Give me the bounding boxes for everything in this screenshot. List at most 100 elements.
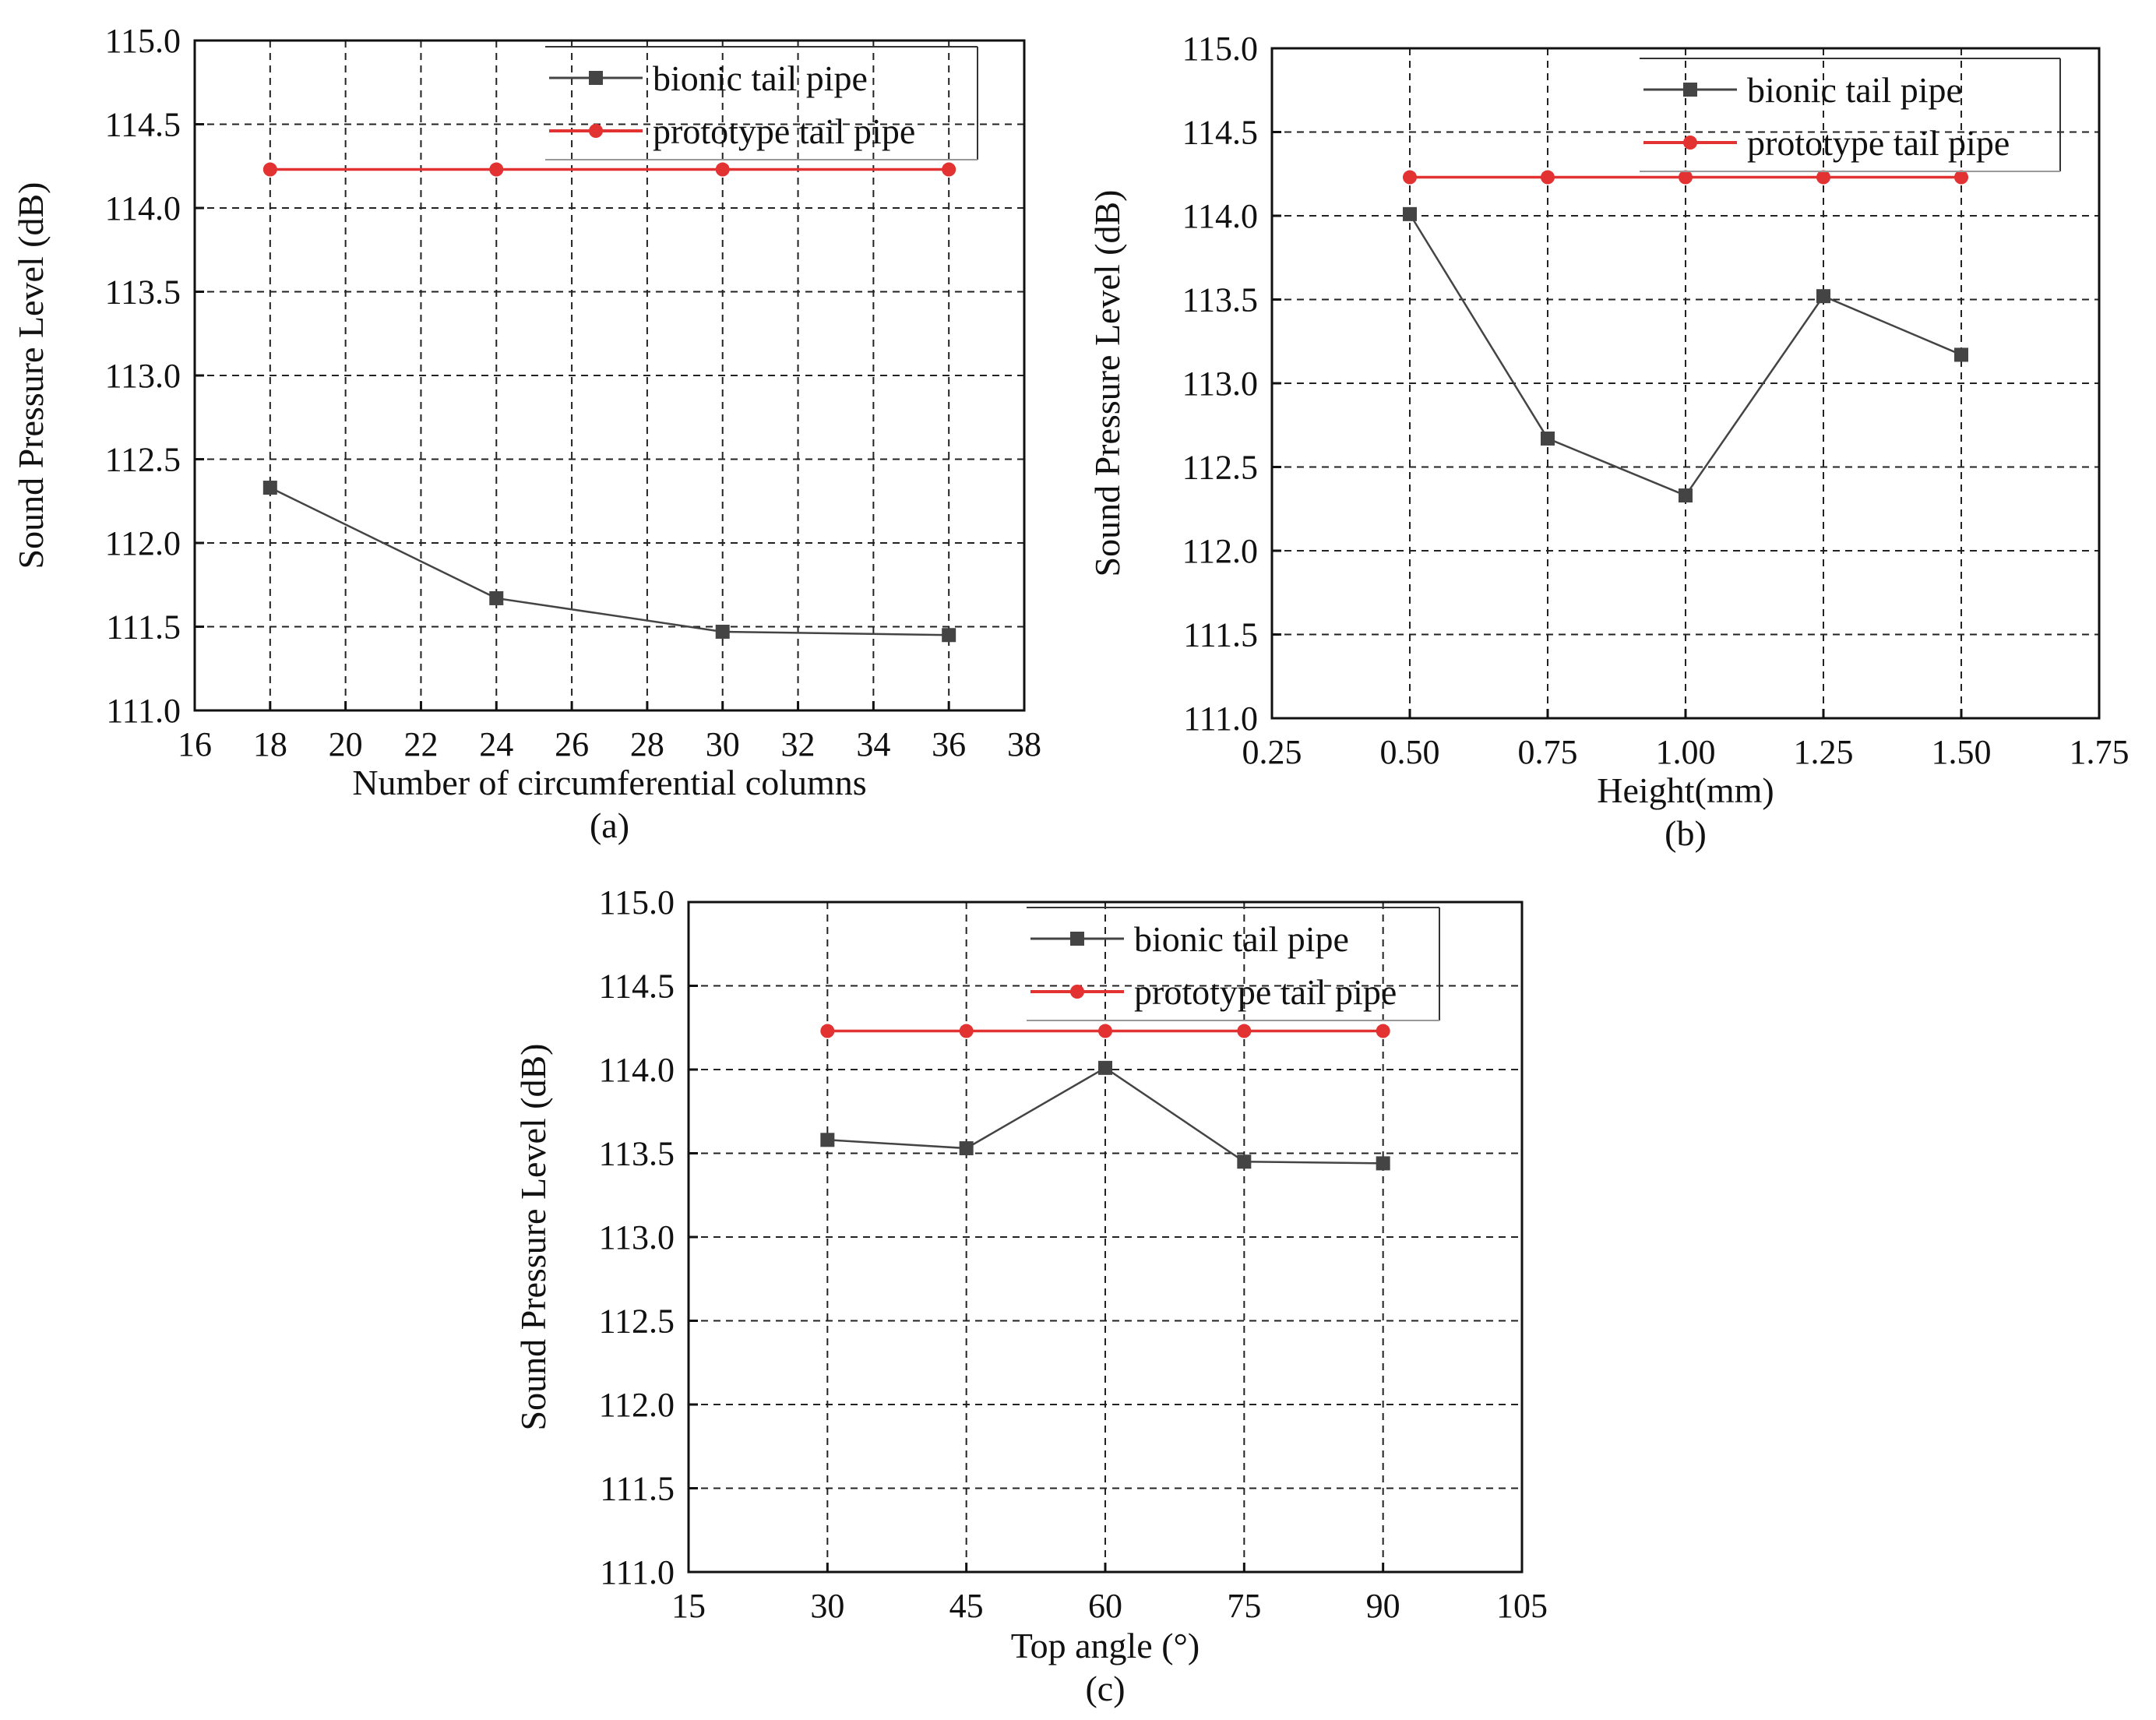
x-tick-label: 16 (178, 725, 212, 763)
data-point-prototype (1237, 1024, 1252, 1038)
y-tick-label: 113.0 (105, 357, 181, 395)
legend-label: prototype tail pipe (1134, 972, 1397, 1012)
panel-label: (b) (1665, 813, 1707, 853)
x-tick-label: 60 (1088, 1587, 1122, 1625)
y-tick-label: 115.0 (599, 883, 675, 922)
legend-marker-prototype (1683, 136, 1697, 150)
legend: bionic tail pipe prototype tail pipe (1640, 58, 2061, 172)
x-tick-label: 34 (856, 725, 890, 763)
legend-marker-bionic (589, 71, 603, 85)
legend-label: bionic tail pipe (1747, 70, 1962, 110)
data-point-bionic (262, 481, 277, 495)
data-point-prototype (715, 162, 730, 177)
data-point-prototype (959, 1024, 974, 1038)
x-tick-label: 26 (555, 725, 589, 763)
legend: bionic tail pipe prototype tail pipe (1027, 907, 1440, 1021)
x-tick-label: 0.75 (1518, 733, 1578, 771)
y-tick-label: 114.5 (105, 106, 181, 144)
x-tick-label: 15 (671, 1587, 706, 1625)
y-tick-label: 111.5 (600, 1470, 675, 1508)
y-tick-label: 111.5 (106, 608, 181, 647)
x-tick-label: 30 (706, 725, 740, 763)
x-tick-label: 0.50 (1380, 733, 1440, 771)
y-tick-label: 113.0 (599, 1218, 675, 1257)
data-point-prototype (1816, 170, 1830, 185)
x-tick-label: 105 (1496, 1587, 1548, 1625)
data-point-bionic (1376, 1156, 1390, 1171)
x-tick-label: 1.75 (2070, 733, 2130, 771)
x-tick-label: 90 (1366, 1587, 1400, 1625)
data-point-bionic (1954, 347, 1968, 362)
x-tick-label: 45 (949, 1587, 984, 1625)
data-point-bionic (489, 590, 504, 605)
legend-marker-bionic (1070, 932, 1084, 946)
x-tick-label: 32 (781, 725, 816, 763)
y-axis-label: Sound Pressure Level (dB) (11, 182, 51, 569)
y-axis-label: Sound Pressure Level (dB) (1087, 190, 1127, 577)
x-axis-label: Top angle (°) (1011, 1626, 1200, 1665)
y-tick-label: 113.0 (1182, 365, 1258, 403)
x-tick-label: 1.50 (1932, 733, 1992, 771)
x-tick-label: 28 (630, 725, 664, 763)
x-tick-label: 24 (479, 725, 513, 763)
data-point-prototype (1679, 170, 1693, 185)
y-tick-label: 111.0 (1183, 700, 1258, 738)
legend: bionic tail pipe prototype tail pipe (545, 46, 978, 160)
y-tick-label: 111.0 (106, 692, 181, 730)
data-point-bionic (1403, 206, 1417, 221)
data-point-bionic (1679, 488, 1693, 503)
data-point-bionic (1098, 1060, 1112, 1075)
chart-panel-3: 15 30 45 60 75 90 105 111.0 111.5 112.0 112.5 113.0… (513, 883, 1548, 1708)
data-point-prototype (1954, 170, 1968, 185)
legend-label: bionic tail pipe (653, 58, 868, 98)
x-tick-label: 36 (932, 725, 966, 763)
y-tick-label: 112.0 (105, 524, 181, 562)
y-tick-label: 113.5 (105, 273, 181, 312)
series-line-bionic (270, 486, 949, 636)
y-tick-label: 112.0 (1182, 532, 1258, 570)
legend-marker-bionic (1683, 83, 1697, 97)
panel-label: (a) (590, 805, 629, 845)
y-tick-label: 112.0 (599, 1386, 675, 1424)
data-point-prototype (942, 162, 956, 177)
y-tick-label: 113.5 (1182, 281, 1258, 319)
data-point-bionic (715, 624, 730, 639)
y-tick-label: 111.5 (1183, 616, 1258, 654)
y-tick-label: 112.5 (599, 1302, 675, 1341)
x-tick-label: 75 (1227, 1587, 1261, 1625)
y-tick-label: 114.0 (599, 1051, 675, 1089)
data-point-prototype (489, 162, 504, 177)
y-tick-label: 112.5 (1182, 449, 1258, 487)
data-point-prototype (262, 162, 277, 177)
data-point-bionic (959, 1141, 974, 1156)
y-tick-label: 115.0 (1182, 30, 1258, 68)
x-tick-label: 22 (403, 725, 438, 763)
data-point-prototype (1098, 1024, 1112, 1038)
legend-marker-prototype (589, 124, 603, 138)
chart-panel-2: 0.25 0.50 0.75 1.00 1.25 1.50 1.75 111.0 111.5 11… (1087, 30, 2130, 853)
legend-label: prototype tail pipe (1747, 123, 2010, 163)
legend-label: prototype tail pipe (653, 111, 915, 151)
y-tick-label: 114.5 (1182, 114, 1258, 152)
x-tick-label: 30 (810, 1587, 844, 1625)
x-axis-label: Number of circumferential columns (352, 763, 866, 802)
data-point-bionic (942, 628, 956, 643)
y-tick-label: 115.0 (105, 22, 181, 60)
y-tick-label: 114.0 (1182, 197, 1258, 235)
y-tick-label: 114.5 (599, 968, 675, 1006)
chart-panel-1: 16 18 20 22 24 26 28 30 32 34 36 38 111.0 111.5 112.0 1… (11, 22, 1041, 845)
y-axis-label: Sound Pressure Level (dB) (513, 1044, 553, 1431)
legend-label: bionic tail pipe (1134, 919, 1349, 959)
y-tick-label: 113.5 (599, 1135, 675, 1173)
data-point-bionic (1816, 289, 1830, 304)
data-point-bionic (1541, 431, 1555, 446)
data-point-bionic (1237, 1154, 1252, 1169)
data-point-prototype (820, 1024, 835, 1038)
y-tick-label: 114.0 (105, 189, 181, 227)
legend-marker-prototype (1070, 985, 1084, 999)
data-point-prototype (1376, 1024, 1390, 1038)
data-point-prototype (1541, 170, 1555, 185)
x-tick-label: 20 (329, 725, 363, 763)
data-point-bionic (820, 1133, 835, 1147)
